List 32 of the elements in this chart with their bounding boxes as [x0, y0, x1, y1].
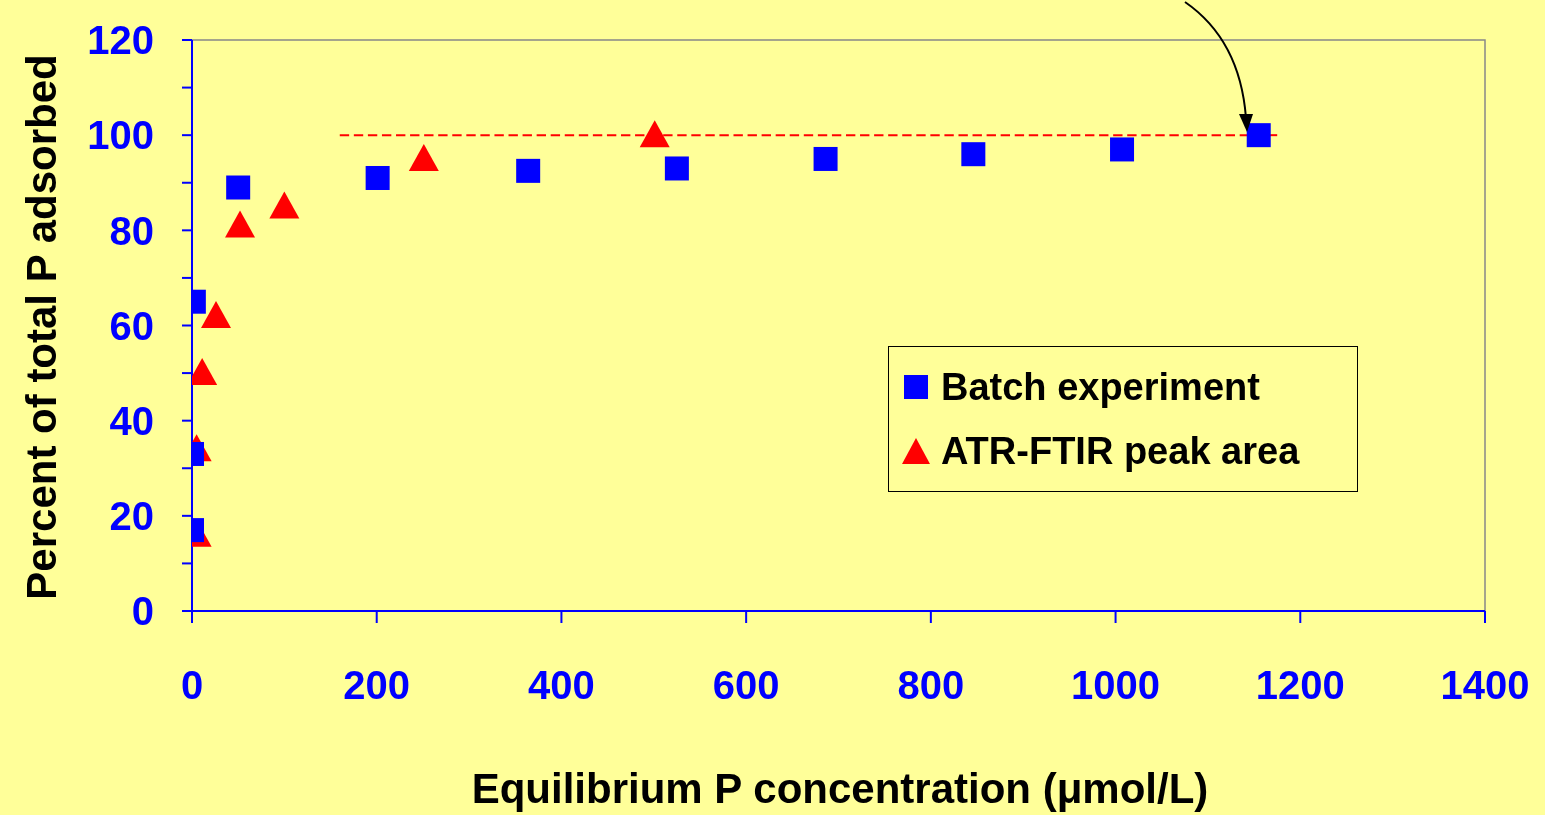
- point: [225, 210, 256, 238]
- y-tick-label: 60: [109, 303, 154, 348]
- x-tick-label: 400: [528, 663, 595, 708]
- y-tick-label: 100: [87, 113, 154, 158]
- y-tick-label: 80: [109, 208, 154, 253]
- point: [201, 300, 232, 328]
- x-tick-label: 1200: [1255, 663, 1345, 708]
- x-tick-label: 200: [343, 663, 411, 708]
- y-tick-label: 0: [131, 589, 154, 634]
- point: [1110, 137, 1135, 162]
- point: [813, 146, 838, 171]
- legend-label: ATR-FTIR peak area: [941, 429, 1300, 473]
- x-axis-title: Equilibrium P concentration (μmol/L): [471, 765, 1209, 812]
- point: [408, 143, 439, 171]
- y-tick-label: 40: [109, 398, 154, 443]
- y-tick-label: 120: [87, 18, 154, 63]
- x-tick-label: 1000: [1071, 663, 1161, 708]
- point: [226, 175, 251, 200]
- point: [269, 191, 300, 219]
- x-tick-label: 1400: [1440, 663, 1530, 708]
- point: [664, 156, 689, 181]
- y-tick-label: 20: [109, 494, 154, 539]
- x-tick-label: 0: [180, 663, 204, 708]
- x-tick-label: 600: [712, 663, 780, 708]
- y-axis-title: Percent of total P adsorbed: [18, 54, 65, 600]
- point: [961, 142, 986, 167]
- point: [639, 120, 670, 148]
- point: [516, 158, 541, 183]
- legend-label: Batch experiment: [941, 365, 1260, 409]
- point: [1246, 123, 1271, 148]
- point: [365, 165, 390, 190]
- x-tick-label: 800: [897, 663, 965, 708]
